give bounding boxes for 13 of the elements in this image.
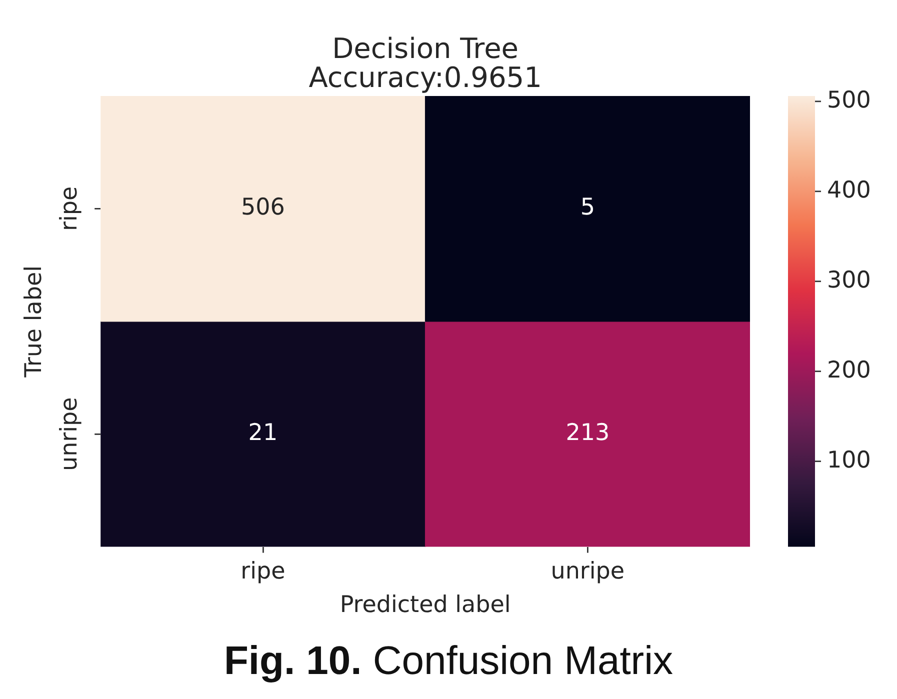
color-bar-label: 400 [827, 177, 871, 204]
x-axis-title: Predicted label [340, 592, 511, 618]
color-bar-label: 300 [827, 267, 871, 294]
data-label: 213 [566, 420, 610, 446]
data-label: 506 [240, 194, 285, 221]
y-axis-title: True label [20, 266, 47, 378]
data-label: 5 [580, 194, 595, 221]
color-bar-label: 100 [827, 447, 871, 474]
color-bar-label: 500 [827, 87, 871, 114]
chart-title: Decision Tree Accuracy:0.9651 [308, 32, 542, 94]
data-label: 21 [248, 420, 278, 446]
caption: Fig. 10. Confusion Matrix [224, 639, 674, 683]
color-bar-label: 200 [827, 357, 871, 384]
